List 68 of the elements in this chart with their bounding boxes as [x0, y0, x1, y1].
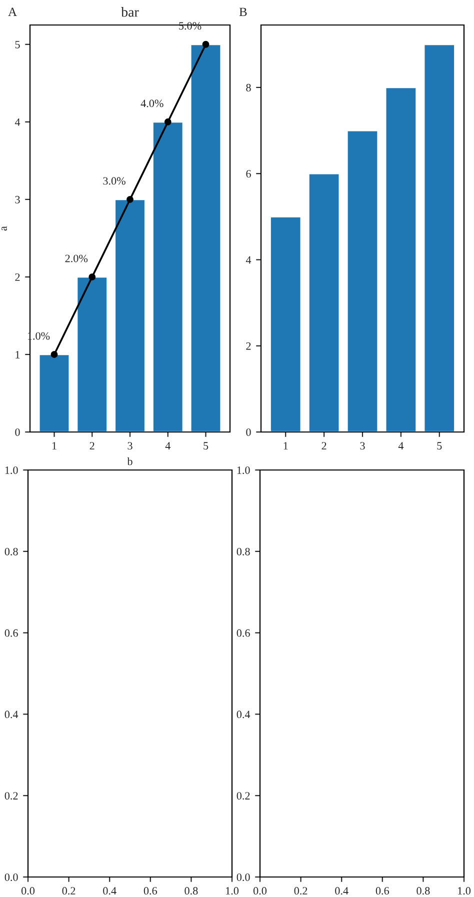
data-label: 3.0%: [103, 177, 126, 185]
x-tick-label: 0.8: [416, 887, 430, 895]
y-tick-label: 0.8: [4, 548, 18, 556]
x-tick-label: 0.4: [335, 887, 348, 895]
y-tick-label: 0.4: [236, 710, 250, 718]
x-tick-label: 3: [360, 442, 365, 450]
y-tick-label: 0.8: [236, 548, 250, 556]
y-tick-label: 0.0: [4, 873, 18, 882]
x-tick-label: 0.8: [184, 887, 198, 895]
data-label: 4.0%: [140, 100, 164, 108]
point: [202, 40, 210, 48]
x-tick-label: 1: [52, 442, 56, 450]
y-tick-label: 0: [15, 428, 20, 436]
y-tick-label: 0.2: [236, 792, 250, 800]
y-tick-label: 4: [14, 118, 20, 126]
y-tick-label: 2: [246, 342, 251, 350]
x-tick-label: 4: [165, 442, 170, 450]
bar: [190, 44, 222, 432]
y-tick-label: 2: [15, 273, 20, 281]
y-tick-label: 4: [246, 256, 252, 264]
x-tick-label: 0.4: [103, 887, 116, 895]
x-tick-label: 2: [90, 442, 94, 450]
y-tick-label: 0.6: [236, 629, 250, 637]
x-tick-label: 4: [398, 442, 404, 450]
y-tick-label: 8: [246, 84, 251, 92]
x-tick-label: 0.0: [253, 887, 267, 895]
point: [50, 351, 58, 358]
y-axis-title: a: [2, 226, 7, 231]
bar: [76, 276, 108, 432]
y-tick-label: 3: [15, 196, 20, 204]
x-tick-label: 0.0: [21, 887, 35, 895]
bar: [308, 172, 340, 432]
data-label: 2.0%: [65, 254, 88, 262]
point: [126, 196, 134, 203]
y-tick-label: 0.6: [4, 629, 18, 637]
x-tick-label: 1.0: [458, 887, 471, 895]
y-tick-label: 1: [16, 350, 20, 358]
y-tick-label: 1.0: [5, 466, 18, 474]
point: [88, 273, 96, 280]
bar: [346, 130, 379, 432]
x-axis-title: b: [127, 457, 132, 466]
x-tick-label: 2: [322, 442, 326, 450]
point: [164, 118, 172, 126]
bar: [270, 216, 302, 432]
x-tick-label: 1.0: [226, 887, 239, 895]
y-tick-label: 0.0: [236, 873, 250, 882]
y-tick-label: 0: [246, 428, 251, 436]
x-tick-label: 0.2: [62, 887, 76, 895]
text: A: [8, 8, 17, 16]
y-tick-label: 0.4: [4, 710, 18, 718]
x-tick-label: 0.6: [376, 887, 390, 895]
x-tick-label: 0.2: [294, 887, 308, 895]
x-tick-label: 3: [128, 442, 132, 450]
y-tick-label: 5: [15, 40, 20, 48]
y-tick-label: 0.2: [4, 792, 18, 800]
bar: [384, 86, 418, 432]
x-tick-label: 0.6: [144, 887, 158, 895]
y-tick-label: 6: [246, 170, 251, 178]
x-tick-label: 1: [284, 442, 288, 450]
text: B: [239, 8, 247, 16]
y-tick-label: 1.0: [237, 466, 250, 474]
x-tick-label: 5: [204, 442, 208, 450]
x-tick-label: 5: [437, 442, 442, 450]
bar: [114, 198, 146, 432]
bar: [423, 44, 456, 432]
bar: [152, 121, 184, 432]
chart-title: bar: [121, 7, 139, 17]
bar: [38, 354, 70, 432]
